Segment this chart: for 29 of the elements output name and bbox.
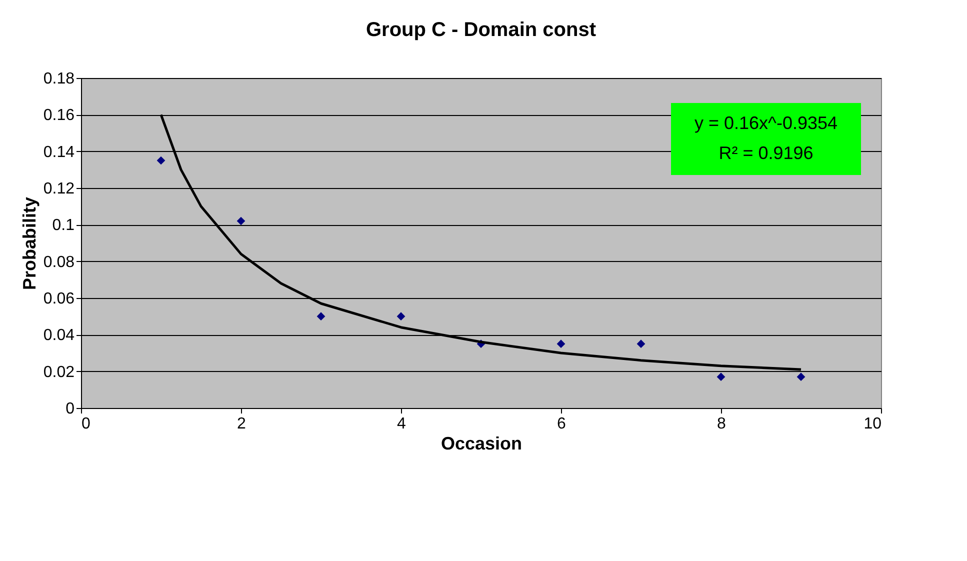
annotation: y = 0.16x^-0.9354 xyxy=(694,113,838,133)
x-tick-label: 2 xyxy=(237,416,246,432)
y-tick-label: 0.12 xyxy=(43,180,75,198)
y-tick-label: 0.08 xyxy=(43,254,75,271)
y-tick-label: 0.04 xyxy=(43,327,75,344)
point xyxy=(796,372,806,382)
point xyxy=(156,156,166,165)
point xyxy=(396,312,406,321)
x-tick-label: 6 xyxy=(557,416,566,432)
x-axis-title: Occasion xyxy=(440,434,522,454)
x-tick-label: 8 xyxy=(717,416,726,432)
point xyxy=(556,340,566,348)
y-tick-label: 0.14 xyxy=(43,144,75,161)
y-tick-label: 0.1 xyxy=(52,217,75,234)
point xyxy=(716,372,726,382)
point xyxy=(236,216,246,226)
point xyxy=(636,340,646,348)
y-tick-label: 0.06 xyxy=(43,290,75,308)
x-tick-label: 0 xyxy=(82,416,90,432)
x-tick-label: 4 xyxy=(397,416,406,432)
y-tick-label: 0.02 xyxy=(43,364,75,381)
y-axis-title: Probability xyxy=(19,196,40,290)
chart-title: Group C - Domain const xyxy=(366,19,596,41)
point xyxy=(316,312,326,321)
annotation: R² = 0.9196 xyxy=(718,143,814,163)
x-tick-label: 10 xyxy=(864,416,882,432)
y-tick-label: 0.16 xyxy=(43,107,75,124)
y-tick-label: 0 xyxy=(66,400,75,418)
y-tick-label: 0.18 xyxy=(43,70,75,88)
